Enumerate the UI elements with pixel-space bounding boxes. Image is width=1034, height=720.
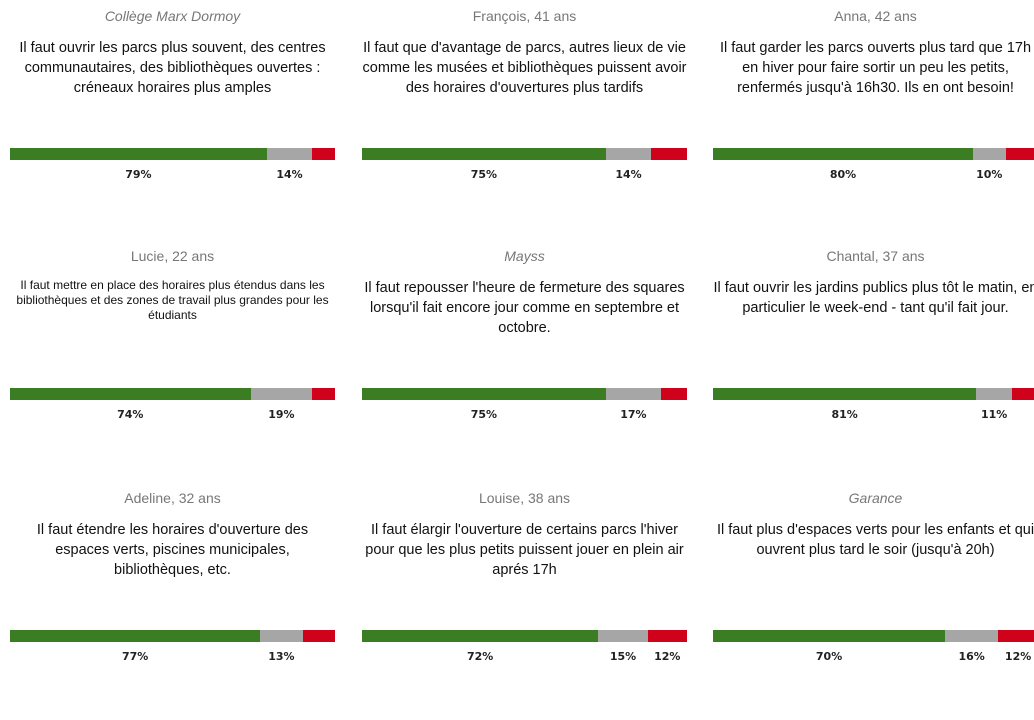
vote-segment <box>260 630 302 642</box>
vote-label: 81% <box>831 408 857 421</box>
opinion-card: Louise, 38 ans Il faut élargir l'ouvertur… <box>362 482 687 720</box>
opinion-text: Il faut mettre en place des horaires plu… <box>10 278 335 323</box>
vote-segment <box>362 388 606 400</box>
vote-label: 16% <box>959 650 985 663</box>
vote-label: 12% <box>1005 650 1031 663</box>
author: Garance <box>713 490 1034 506</box>
vote-label: 14% <box>276 168 302 181</box>
vote-bar <box>362 630 687 642</box>
author: Mayss <box>362 248 687 264</box>
vote-segment <box>648 630 687 642</box>
vote-label: 77% <box>122 650 148 663</box>
vote-label: 15% <box>610 650 636 663</box>
author: Adeline, 32 ans <box>10 490 335 506</box>
page: Collège Marx Dormoy Il faut ouvrir les pa… <box>0 0 1034 661</box>
author: Louise, 38 ans <box>362 490 687 506</box>
opinion-card: Lucie, 22 ans Il faut mettre en place des… <box>10 240 335 478</box>
vote-label: 70% <box>816 650 842 663</box>
opinion-text: Il faut repousser l'heure de fermeture d… <box>362 278 687 338</box>
opinion-card: Adeline, 32 ans Il faut étendre les horai… <box>10 482 335 720</box>
vote-segment <box>362 630 598 642</box>
vote-bar <box>362 148 687 160</box>
vote-segment <box>10 148 267 160</box>
vote-bar <box>362 388 687 400</box>
vote-segment <box>651 148 687 160</box>
vote-segment <box>606 148 652 160</box>
vote-bar <box>713 630 1034 642</box>
vote-label: 12% <box>654 650 680 663</box>
vote-label: 75% <box>471 408 497 421</box>
vote-label: 74% <box>117 408 143 421</box>
vote-segment <box>312 388 335 400</box>
vote-segment <box>251 388 313 400</box>
vote-segment <box>1006 148 1034 160</box>
opinion-card: Collège Marx Dormoy Il faut ouvrir les pa… <box>10 0 335 238</box>
vote-segment <box>10 388 251 400</box>
vote-segment <box>713 148 973 160</box>
vote-segment <box>10 630 260 642</box>
vote-bar <box>10 630 335 642</box>
vote-segment <box>945 630 998 642</box>
vote-label: 10% <box>976 168 1002 181</box>
vote-segment <box>976 388 1012 400</box>
vote-bar <box>713 388 1034 400</box>
vote-bar <box>10 148 335 160</box>
vote-segment <box>606 388 661 400</box>
vote-segment <box>267 148 313 160</box>
author: François, 41 ans <box>362 8 687 24</box>
opinion-text: Il faut plus d'espaces verts pour les en… <box>713 520 1034 560</box>
vote-segment <box>1012 388 1034 400</box>
vote-segment <box>598 630 647 642</box>
vote-segment <box>998 630 1034 642</box>
author: Collège Marx Dormoy <box>10 8 335 24</box>
vote-label: 75% <box>471 168 497 181</box>
vote-segment <box>713 388 976 400</box>
opinion-text: Il faut garder les parcs ouverts plus ta… <box>713 38 1034 98</box>
vote-bar <box>713 148 1034 160</box>
vote-segment <box>303 630 336 642</box>
opinion-card: Anna, 42 ans Il faut garder les parcs ouv… <box>713 0 1034 238</box>
vote-label: 72% <box>467 650 493 663</box>
vote-bar <box>10 388 335 400</box>
vote-label: 13% <box>268 650 294 663</box>
vote-label: 17% <box>620 408 646 421</box>
opinion-text: Il faut ouvrir les jardins publics plus … <box>713 278 1034 318</box>
opinion-text: Il faut ouvrir les parcs plus souvent, d… <box>10 38 335 98</box>
vote-segment <box>312 148 335 160</box>
vote-label: 14% <box>615 168 641 181</box>
opinion-card: François, 41 ans Il faut que d'avantage d… <box>362 0 687 238</box>
author: Chantal, 37 ans <box>713 248 1034 264</box>
vote-label: 11% <box>981 408 1007 421</box>
vote-segment <box>973 148 1006 160</box>
author: Lucie, 22 ans <box>10 248 335 264</box>
vote-label: 19% <box>268 408 294 421</box>
opinion-card: Garance Il faut plus d'espaces verts pour… <box>713 482 1034 720</box>
vote-segment <box>362 148 606 160</box>
author: Anna, 42 ans <box>713 8 1034 24</box>
opinion-text: Il faut élargir l'ouverture de certains … <box>362 520 687 580</box>
vote-label: 80% <box>830 168 856 181</box>
opinion-card: Mayss Il faut repousser l'heure de fermet… <box>362 240 687 478</box>
opinion-card: Chantal, 37 ans Il faut ouvrir les jardin… <box>713 240 1034 478</box>
opinion-text: Il faut que d'avantage de parcs, autres … <box>362 38 687 98</box>
vote-segment <box>661 388 687 400</box>
vote-segment <box>713 630 945 642</box>
opinion-text: Il faut étendre les horaires d'ouverture… <box>10 520 335 580</box>
vote-label: 79% <box>125 168 151 181</box>
